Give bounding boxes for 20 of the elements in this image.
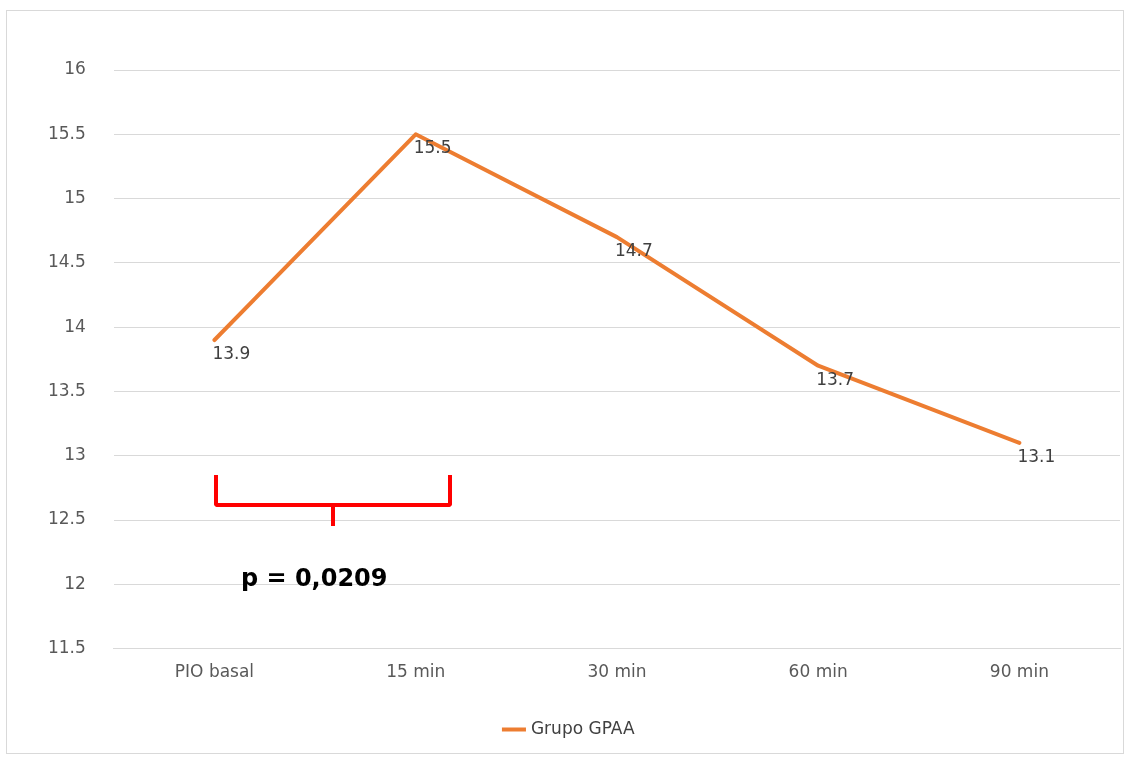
- legend-label: Grupo GPAA: [530, 717, 635, 738]
- y-tick-label: 12: [64, 572, 86, 593]
- y-tick-label: 13.5: [47, 379, 86, 400]
- annotation: p = 0,0209: [240, 563, 388, 592]
- y-tick-label: 14: [64, 315, 86, 336]
- y-tick-label: 15.5: [47, 122, 86, 143]
- x-tick-label: 30 min: [587, 661, 647, 682]
- y-tick-label: 14.5: [47, 251, 86, 272]
- y-tick-label: 15: [64, 187, 86, 207]
- x-tick-label: 60 min: [788, 661, 848, 682]
- x-tick-label: 15 min: [386, 661, 446, 682]
- x-tick-label: 90 min: [989, 661, 1049, 682]
- y-tick-label: 13: [64, 444, 86, 465]
- y-tick-label: 16: [64, 58, 86, 79]
- data-label: 13.9: [212, 342, 251, 363]
- data-label: 13.7: [816, 368, 855, 389]
- y-tick-label: 12.5: [47, 508, 86, 529]
- y-tick-label: 11.5: [47, 637, 86, 658]
- data-label: 13.1: [1017, 445, 1056, 466]
- x-tick-label: PIO basal: [174, 661, 255, 682]
